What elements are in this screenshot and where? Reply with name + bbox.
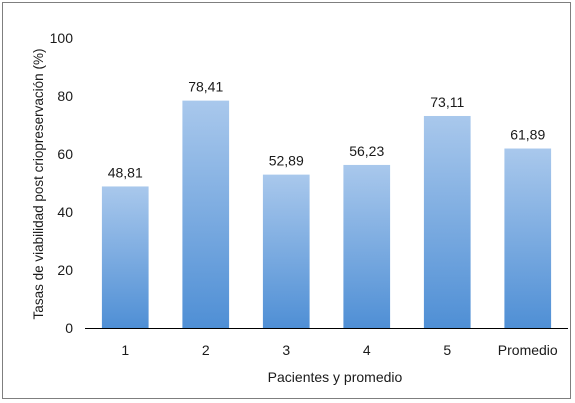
y-tick-label: 20 xyxy=(57,262,73,278)
x-axis-label: Pacientes y promedio xyxy=(268,369,403,385)
x-axis-ticks: 1 2 3 4 5 Promedio xyxy=(121,342,558,358)
bar-value-label: 78,41 xyxy=(188,79,223,95)
x-tick-label: 2 xyxy=(202,342,210,358)
y-axis-label: Tasas de viabilidad post criopreservació… xyxy=(31,49,46,320)
bar-value-label: 73,11 xyxy=(430,94,464,110)
bar-value-label: 52,89 xyxy=(269,153,304,169)
x-tick-label: 5 xyxy=(443,342,451,358)
y-axis-ticks: 0 20 40 60 80 100 xyxy=(50,30,74,336)
bar xyxy=(101,186,149,328)
x-tick-label: Promedio xyxy=(498,342,558,358)
y-tick-label: 80 xyxy=(57,88,73,104)
x-tick-label: 1 xyxy=(121,342,129,358)
bar xyxy=(423,115,471,328)
y-tick-label: 0 xyxy=(65,320,73,336)
bar-value-label: 56,23 xyxy=(349,143,384,159)
bar xyxy=(343,164,391,328)
bar-value-label: 61,89 xyxy=(510,127,545,143)
bar xyxy=(262,174,310,328)
y-tick-label: 40 xyxy=(57,204,73,220)
y-tick-label: 100 xyxy=(50,30,74,46)
bars: 48,81 78,41 52,89 56,23 73,11 61,89 xyxy=(101,79,552,329)
y-tick-label: 60 xyxy=(57,146,73,162)
x-tick-label: 3 xyxy=(282,342,290,358)
bar-value-label: 48,81 xyxy=(108,164,143,180)
bar xyxy=(504,148,552,328)
x-tick-label: 4 xyxy=(363,342,371,358)
bar xyxy=(182,100,230,329)
